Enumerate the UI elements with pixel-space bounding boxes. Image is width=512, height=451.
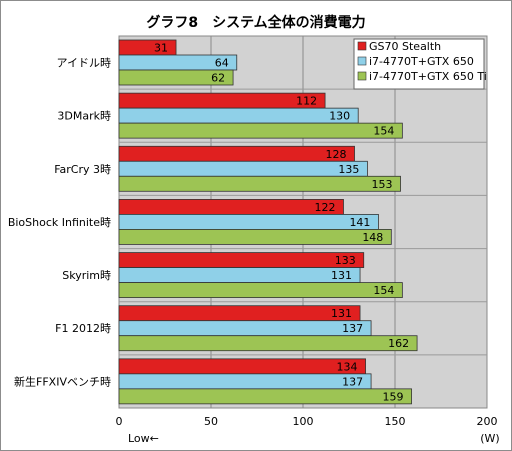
- bar-value-label: 153: [372, 178, 393, 191]
- x-tick-label: 100: [293, 415, 314, 428]
- bar-value-label: 130: [329, 110, 350, 123]
- legend-box: [353, 38, 485, 90]
- bar: [118, 107, 359, 124]
- bar: [118, 199, 344, 215]
- bar-value-label: 134: [337, 360, 358, 373]
- bar-value-label: 141: [349, 216, 370, 229]
- x-tick-label: 150: [385, 415, 406, 428]
- bar: [118, 122, 403, 139]
- category-label: FarCry 3時: [54, 163, 111, 176]
- category-label: 新生FFXIVベンチ時: [14, 374, 111, 388]
- bar-value-label: 154: [373, 125, 394, 138]
- bar: [118, 92, 326, 109]
- bar: [118, 305, 361, 322]
- legend-swatch: [357, 71, 367, 81]
- bar-value-label: 148: [362, 231, 383, 244]
- bar-value-label: 131: [331, 307, 352, 320]
- legend-swatch: [357, 56, 367, 66]
- bar: [118, 69, 234, 86]
- legend: GS70 Stealth i7-4770T+GTX 650 i7-4770T+GTX…: [353, 38, 487, 90]
- category-label: アイドル時: [57, 57, 111, 70]
- bar: [118, 267, 361, 283]
- legend-label: GS70 Stealth: [369, 40, 441, 53]
- bar: [118, 175, 401, 192]
- bar-value-label: 128: [326, 148, 347, 161]
- bar-value-label: 137: [342, 375, 363, 388]
- bar: [118, 160, 368, 177]
- bar-value-label: 62: [211, 72, 225, 85]
- legend-swatch: [357, 41, 367, 51]
- bar: [118, 335, 418, 352]
- bar-value-label: 64: [215, 57, 229, 70]
- bar-value-label: 122: [314, 201, 335, 214]
- x-tick-label: 200: [477, 415, 498, 428]
- bar: [118, 373, 372, 390]
- chart-title: グラフ8 システム全体の消費電力: [146, 14, 365, 31]
- legend-label: i7-4770T+GTX 650 Ti: [369, 70, 487, 83]
- bar: [118, 282, 403, 298]
- category-label: BioShock Infinite時: [8, 216, 111, 229]
- category-label: 3DMark時: [57, 110, 111, 123]
- bar-value-label: 154: [373, 284, 394, 297]
- bar: [118, 358, 366, 375]
- bar: [118, 229, 392, 245]
- bar-value-label: 135: [338, 163, 359, 176]
- x-tick-label: 50: [204, 415, 218, 428]
- category-label: F1 2012時: [55, 322, 111, 335]
- bar: [118, 388, 412, 405]
- low-is-better-note: Low←: [128, 432, 159, 445]
- bar-value-label: 112: [296, 95, 317, 108]
- legend-label: i7-4770T+GTX 650: [369, 55, 474, 68]
- category-label: Skyrim時: [62, 269, 111, 282]
- bar-value-label: 137: [342, 322, 363, 335]
- bar: [118, 252, 365, 268]
- x-tick-label: 0: [116, 415, 123, 428]
- x-unit-label: (W): [480, 432, 499, 445]
- bar-value-label: 133: [335, 254, 356, 267]
- bar-value-label: 31: [154, 42, 168, 55]
- bar: [118, 145, 355, 162]
- bar: [118, 214, 379, 230]
- bar-value-label: 159: [383, 390, 404, 403]
- bar-value-label: 162: [388, 337, 409, 350]
- bar-value-label: 131: [331, 269, 352, 282]
- bar: [118, 320, 372, 337]
